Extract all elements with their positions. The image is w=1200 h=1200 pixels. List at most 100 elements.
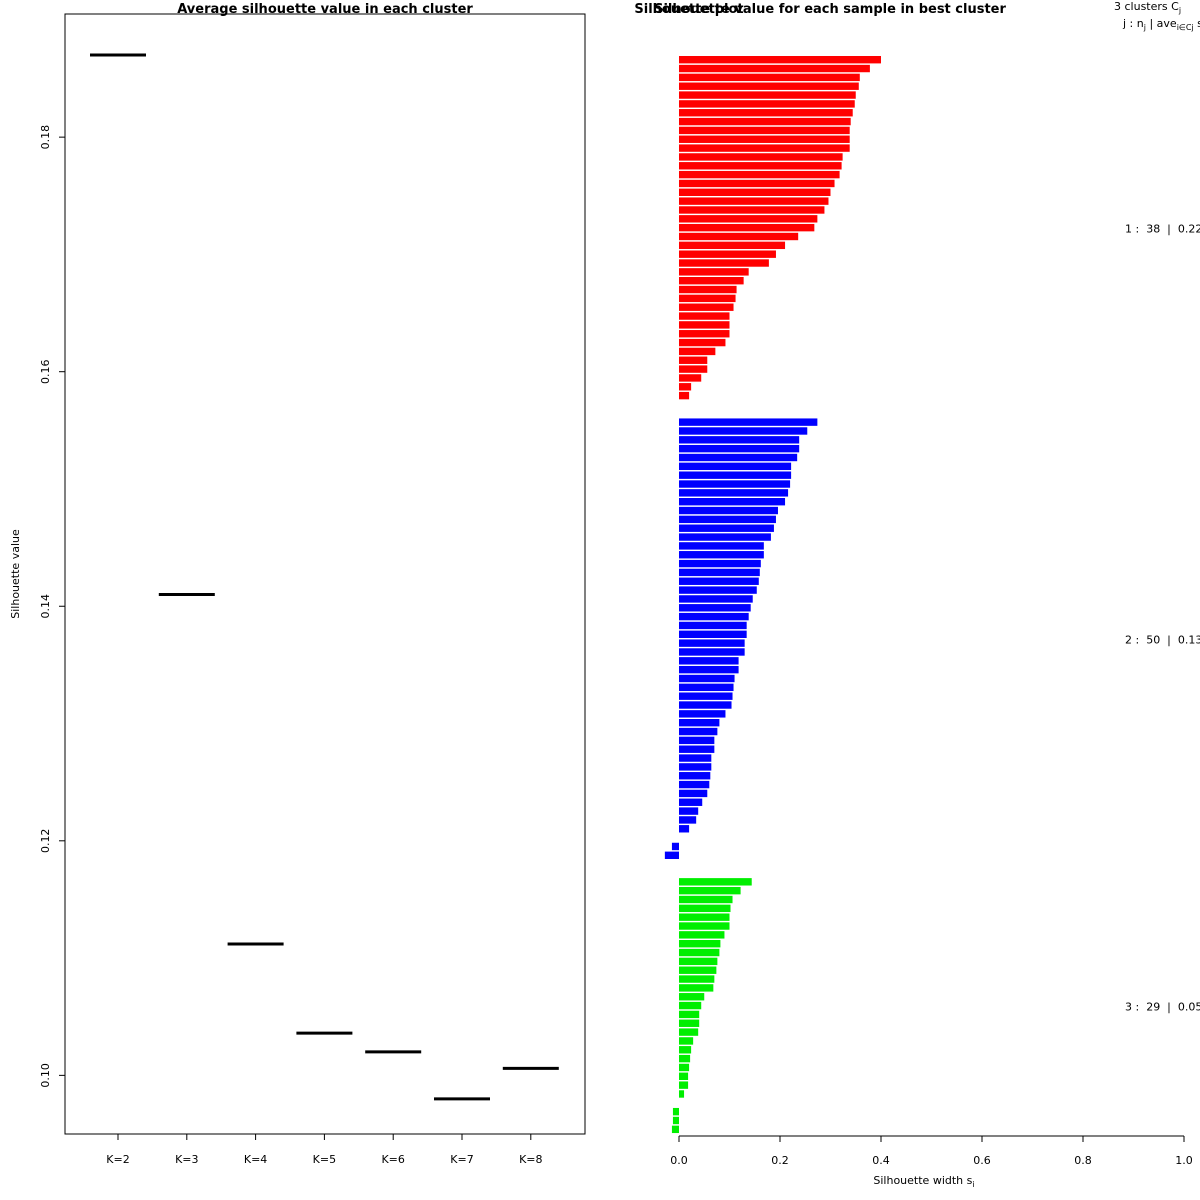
silhouette-bar [679,948,720,957]
right-x-tick-label: 0.8 [1074,1154,1092,1167]
silhouette-bar [679,56,881,64]
silhouette-bar [679,330,730,338]
silhouette-bar [679,498,786,506]
silhouette-bar [672,1116,679,1125]
silhouette-bar [679,701,732,709]
left-x-tick-label: K=6 [381,1153,404,1166]
left-y-tick-label: 0.10 [39,1063,52,1088]
silhouette-bar [679,710,726,718]
silhouette-bar [679,1054,691,1063]
left-x-tick-label: K=8 [519,1153,542,1166]
silhouette-bar [679,533,771,541]
silhouette-bar [679,1072,689,1080]
silhouette-bar [679,612,749,621]
cluster-labels: 1 : 38 | 0.22 2 : 50 | 0.13 3 : 29 | 0.05 [1125,222,1200,1013]
silhouette-bar [679,285,737,294]
silhouette-bar [679,1081,689,1089]
left-panel: Average silhouette value in each cluster… [9,2,586,1166]
silhouette-bar [679,692,733,700]
silhouette-bar [679,648,745,656]
right-chart-overlap-title: Silhouette plot [634,2,743,17]
silhouette-bar [679,374,702,382]
silhouette-bar [679,886,741,895]
silhouette-bar [679,109,853,117]
silhouette-bar [679,551,764,559]
silhouette-bar [679,356,708,364]
silhouette-bar [679,639,745,647]
silhouette-bar [679,621,747,630]
silhouette-bar [679,303,734,311]
left-x-tick-label: K=7 [450,1153,473,1166]
silhouette-bar [679,268,749,276]
silhouette-bar [679,515,776,524]
silhouette-bar [679,223,815,232]
silhouette-bar [664,851,679,859]
silhouette-bar [679,506,778,515]
silhouette-bar [679,179,835,188]
silhouette-bar [679,312,730,320]
silhouette-bar [679,153,843,161]
silhouette-bar [679,878,752,886]
legend-header-line1: 3 clusters Cj [1114,0,1181,15]
silhouette-bar [679,895,733,904]
silhouette-bar [679,241,786,250]
right-x-axis: 0.0 0.2 0.4 0.6 0.8 1.0 [670,1136,1193,1167]
cluster-label: 2 : 50 | 0.13 [1125,633,1200,646]
silhouette-bar [679,825,690,833]
silhouette-bar [679,347,716,356]
silhouette-bar [679,259,769,267]
silhouette-bar [671,842,679,851]
silhouette-bar [679,913,730,921]
silhouette-bar [679,754,712,762]
left-x-tick-label: K=4 [244,1153,267,1166]
silhouette-bar [679,188,831,196]
silhouette-bar [679,294,736,303]
silhouette-bar [679,807,699,815]
right-x-tick-label: 1.0 [1175,1154,1193,1167]
silhouette-bar [679,1090,685,1098]
silhouette-bar [671,1125,679,1134]
legend-header: 3 clusters Cj j : nj | avei∈Cj si [1114,0,1200,32]
silhouette-bar [679,559,761,568]
silhouette-bar [679,206,825,214]
silhouette-bar [679,772,711,780]
cluster-label: 1 : 38 | 0.22 [1125,222,1200,235]
silhouette-bar [679,922,730,930]
silhouette-bar [679,462,792,471]
left-y-tick-label: 0.18 [39,125,52,150]
silhouette-bar [679,126,850,135]
silhouette-bar [679,135,850,143]
silhouette-bar [679,144,850,152]
left-x-axis: K=2 K=3 K=4 K=5 K=6 K=7 K=8 [106,1134,543,1166]
silhouette-bar [679,436,800,444]
left-x-tick-label: K=2 [106,1153,129,1166]
silhouette-bar [679,1037,694,1045]
silhouette-bar [679,427,808,435]
silhouette-bar [679,100,855,108]
silhouette-bar [679,1001,702,1010]
silhouette-bar [679,91,856,99]
silhouette-bar [679,73,860,82]
silhouette-bar [679,745,715,753]
right-chart-title: Silhouette value for each sample in best… [654,2,1006,17]
left-x-tick-label: K=3 [175,1153,198,1166]
silhouette-bar [679,170,840,179]
left-y-tick-label: 0.12 [39,829,52,854]
silhouette-bar [679,719,720,727]
silhouette-bar [679,197,829,205]
silhouette-bar [679,630,747,638]
silhouette-bar [679,117,851,126]
right-x-axis-label: Silhouette width si [873,1174,974,1189]
left-data-marks [90,53,559,1101]
silhouette-bar [679,665,739,674]
silhouette-bar [679,391,690,400]
silhouette-bar [679,1028,699,1036]
silhouette-bar [679,577,759,585]
silhouette-bar [679,957,718,966]
silhouette-bar [679,365,708,373]
left-y-axis: 0.10 0.12 0.14 0.16 0.18 [39,125,65,1088]
silhouette-bar [679,338,726,347]
silhouette-bar [679,64,870,73]
silhouette-bar [679,993,705,1001]
